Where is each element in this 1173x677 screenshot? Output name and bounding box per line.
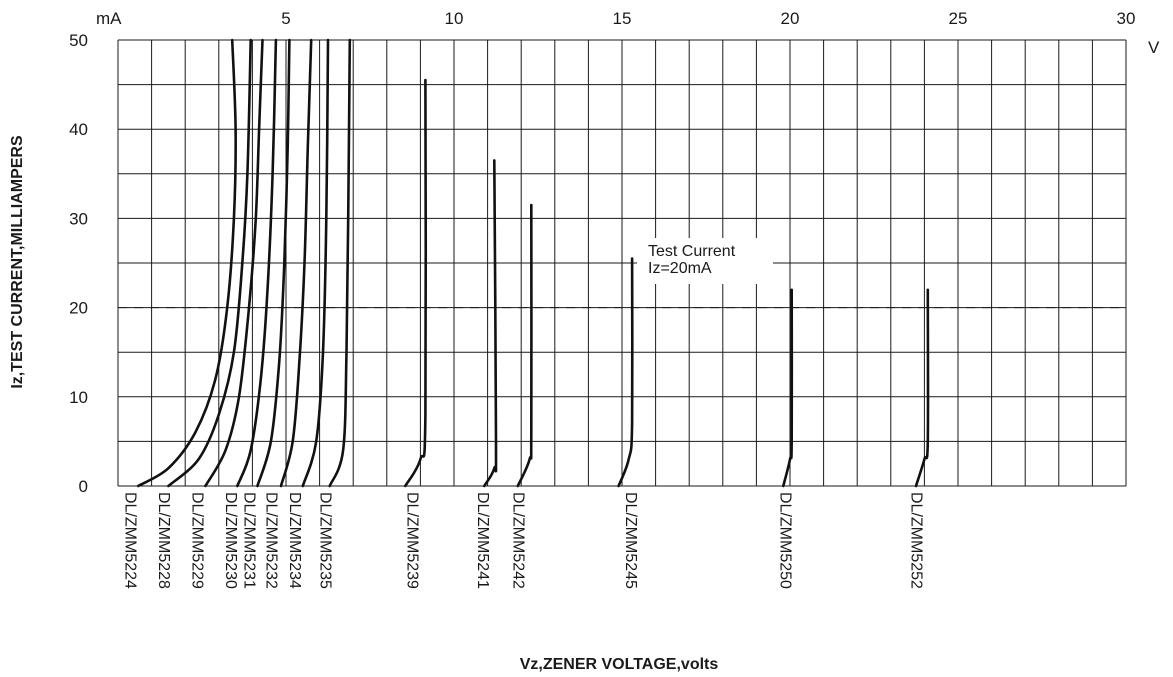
part-labels: DL/ZMM5224 DL/ZMM5228 DL/ZMM5229 DL/ZMM5230… bbox=[121, 492, 924, 589]
part-label: DL/ZMM5235 bbox=[316, 492, 333, 589]
curve-dl-zmm5228 bbox=[167, 38, 252, 488]
part-label: DL/ZMM5234 bbox=[286, 492, 303, 589]
part-label: DL/ZMM5229 bbox=[189, 492, 206, 589]
part-label: DL/ZMM5230 bbox=[222, 492, 239, 589]
curve-dl-zmm5224 bbox=[136, 38, 237, 488]
part-label: DL/ZMM5228 bbox=[155, 492, 172, 589]
x-unit-label: V bbox=[1148, 38, 1160, 57]
y-tick-label: 40 bbox=[69, 120, 88, 139]
part-label: DL/ZMM5231 bbox=[241, 492, 258, 589]
curve-dl-zmm5230 bbox=[236, 38, 278, 488]
curve-dl-zmm5241 bbox=[482, 159, 498, 488]
zener-curves bbox=[136, 38, 930, 488]
x-tick-label: 30 bbox=[1117, 9, 1136, 28]
curve-dl-zmm5239 bbox=[404, 78, 428, 488]
curve-dl-zmm5234 bbox=[301, 38, 330, 488]
y-tick-label: 20 bbox=[69, 299, 88, 318]
curve-dl-zmm5245 bbox=[617, 257, 634, 488]
part-label: DL/ZMM5241 bbox=[474, 492, 491, 589]
part-label: DL/ZMM5252 bbox=[908, 492, 925, 589]
part-label: DL/ZMM5245 bbox=[622, 492, 639, 589]
curve-dl-zmm5229 bbox=[204, 38, 264, 488]
y-tick-label: 50 bbox=[69, 31, 88, 50]
y-tick-label: 10 bbox=[69, 388, 88, 407]
test-current-annotation: Test Current Iz=20mA bbox=[637, 238, 773, 284]
grid bbox=[117, 39, 1127, 487]
y-axis-title: Iz,TEST CURRENT,MILLIAMPERS bbox=[9, 135, 26, 389]
y-tick-label: 30 bbox=[69, 209, 88, 228]
x-tick-label: 10 bbox=[445, 9, 464, 28]
y-tick-label: 0 bbox=[79, 477, 88, 496]
x-tick-label: 20 bbox=[781, 9, 800, 28]
part-label: DL/ZMM5250 bbox=[777, 492, 794, 589]
curve-dl-zmm5250 bbox=[782, 288, 794, 488]
curve-dl-zmm5231 bbox=[256, 38, 291, 488]
y-unit-label: mA bbox=[96, 9, 122, 28]
part-label: DL/ZMM5232 bbox=[263, 492, 280, 589]
x-tick-label: 25 bbox=[949, 9, 968, 28]
tick-labels: 5 10 15 20 25 30 0 10 20 30 40 50 bbox=[69, 9, 1135, 496]
annotation-line-1: Test Current bbox=[648, 243, 736, 260]
part-label: DL/ZMM5242 bbox=[510, 492, 527, 589]
part-label: DL/ZMM5224 bbox=[121, 492, 138, 589]
x-axis-title: Vz,ZENER VOLTAGE,volts bbox=[520, 656, 719, 673]
x-tick-label: 15 bbox=[613, 9, 632, 28]
part-label: DL/ZMM5239 bbox=[404, 492, 421, 589]
curve-dl-zmm5252 bbox=[914, 288, 930, 488]
x-tick-label: 5 bbox=[281, 9, 290, 28]
curve-dl-zmm5242 bbox=[516, 203, 533, 488]
curve-dl-zmm5235 bbox=[328, 38, 352, 488]
annotation-line-2: Iz=20mA bbox=[648, 260, 712, 277]
curve-dl-zmm5232 bbox=[279, 38, 313, 488]
